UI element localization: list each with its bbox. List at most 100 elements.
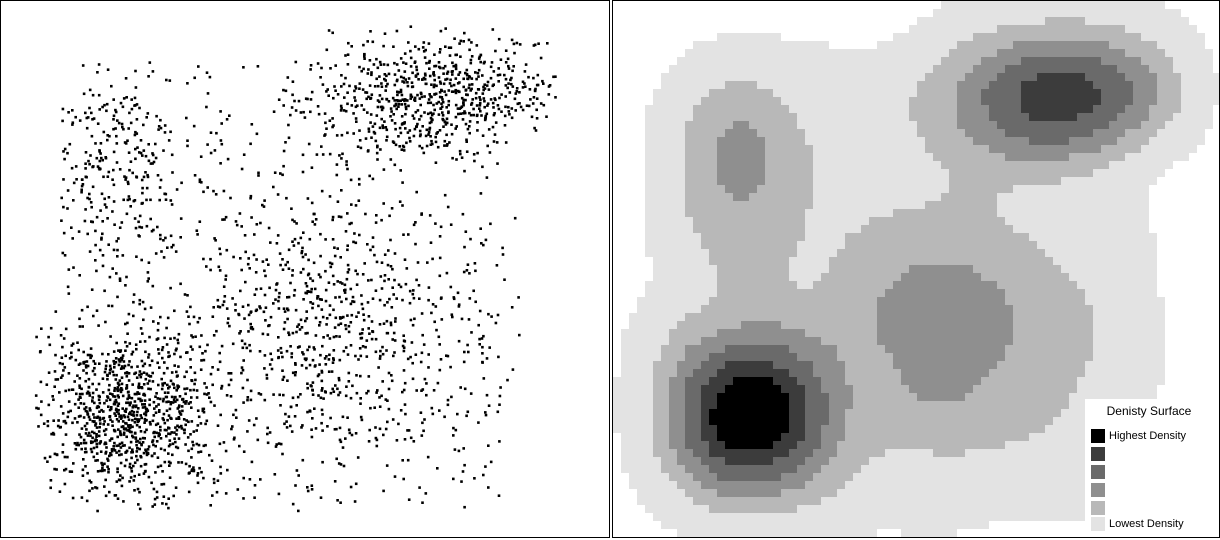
- density-cell: [829, 201, 837, 209]
- density-cell: [773, 233, 781, 241]
- density-cell: [1029, 49, 1037, 57]
- density-cell: [1133, 201, 1141, 209]
- point-feature: [316, 297, 319, 300]
- point-feature: [108, 275, 112, 279]
- point-feature: [139, 340, 142, 343]
- point-feature: [306, 97, 309, 101]
- point-feature: [114, 108, 117, 112]
- point-feature: [168, 79, 172, 82]
- point-feature: [441, 117, 444, 121]
- point-feature: [412, 440, 416, 443]
- density-cell: [1029, 241, 1037, 249]
- point-feature: [103, 103, 106, 107]
- density-cell: [749, 97, 757, 105]
- point-feature: [299, 236, 303, 240]
- point-feature: [155, 405, 158, 408]
- point-feature: [427, 133, 430, 136]
- point-feature: [107, 467, 110, 471]
- point-feature: [256, 65, 260, 68]
- density-cell: [845, 201, 853, 209]
- point-feature: [201, 352, 204, 355]
- point-feature: [67, 410, 70, 414]
- point-feature: [111, 420, 114, 423]
- point-feature: [131, 171, 134, 175]
- point-feature: [384, 126, 388, 129]
- density-cell: [669, 105, 677, 113]
- point-feature: [151, 440, 154, 444]
- point-feature: [408, 129, 412, 132]
- density-cell: [981, 33, 989, 41]
- density-cell: [1061, 105, 1069, 113]
- point-feature: [72, 266, 75, 269]
- density-cell: [1053, 33, 1061, 41]
- density-cell: [1093, 217, 1101, 225]
- point-feature: [438, 65, 441, 69]
- point-feature: [120, 453, 123, 456]
- density-cell: [1029, 121, 1037, 129]
- point-feature: [302, 267, 305, 271]
- point-feature: [451, 61, 454, 65]
- density-cell: [1117, 97, 1125, 105]
- point-feature: [161, 399, 165, 403]
- point-feature: [113, 494, 117, 497]
- point-feature: [294, 109, 298, 112]
- point-feature: [196, 320, 200, 324]
- density-cell: [893, 209, 901, 217]
- density-cell: [1037, 201, 1045, 209]
- point-feature: [279, 263, 282, 267]
- point-feature: [353, 500, 357, 503]
- point-feature: [395, 63, 399, 66]
- density-cell: [917, 185, 925, 193]
- density-cell: [965, 105, 973, 113]
- density-cell: [757, 161, 765, 169]
- density-cell: [1013, 241, 1021, 249]
- point-feature: [143, 362, 147, 366]
- density-cell: [1133, 89, 1141, 97]
- point-feature: [517, 296, 520, 299]
- density-cell: [1085, 17, 1093, 25]
- density-cell: [1093, 113, 1101, 121]
- density-cell: [925, 97, 933, 105]
- point-feature: [515, 87, 519, 90]
- point-feature: [392, 354, 395, 358]
- point-feature: [423, 77, 427, 81]
- point-feature: [177, 416, 181, 419]
- density-cell: [925, 185, 933, 193]
- point-feature: [60, 356, 64, 359]
- point-feature: [135, 454, 138, 458]
- point-feature: [107, 388, 111, 392]
- density-cell: [1149, 49, 1157, 57]
- point-feature: [456, 412, 459, 416]
- density-cell: [997, 57, 1005, 65]
- density-cell: [781, 193, 789, 201]
- point-feature: [340, 133, 344, 137]
- point-feature: [426, 261, 429, 264]
- density-cell: [1005, 193, 1013, 201]
- point-feature: [534, 129, 538, 132]
- point-feature: [492, 113, 496, 117]
- density-cell: [989, 241, 997, 249]
- point-feature: [133, 417, 137, 421]
- density-cell: [949, 49, 957, 57]
- density-cell: [1037, 65, 1045, 73]
- point-feature: [63, 254, 67, 257]
- density-cell: [965, 1, 973, 9]
- point-feature: [440, 102, 443, 105]
- point-feature: [103, 442, 106, 446]
- density-cell: [1029, 153, 1037, 161]
- point-feature: [437, 76, 441, 79]
- point-feature: [489, 76, 493, 80]
- density-cell: [805, 49, 813, 57]
- density-cell: [781, 249, 789, 257]
- point-feature: [282, 149, 286, 153]
- density-cell: [685, 249, 693, 257]
- point-feature: [82, 441, 86, 445]
- density-cell: [1045, 105, 1053, 113]
- density-cell: [717, 217, 725, 225]
- density-cell: [877, 217, 885, 225]
- point-feature: [66, 207, 69, 210]
- point-feature: [420, 351, 424, 355]
- point-feature: [490, 315, 493, 318]
- point-feature: [383, 303, 386, 307]
- point-feature: [225, 307, 229, 310]
